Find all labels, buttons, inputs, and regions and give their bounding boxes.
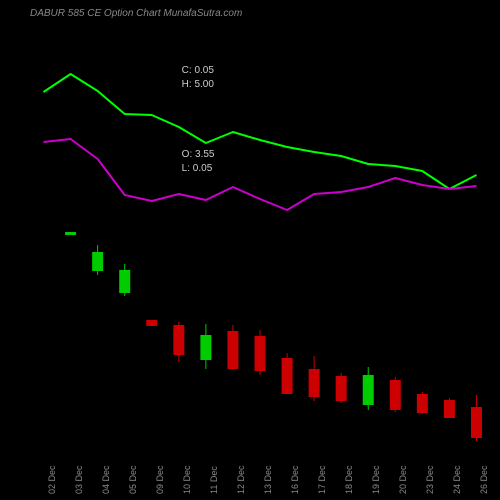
x-tick-label: 20 Dec [398, 465, 408, 494]
x-tick-label: 09 Dec [155, 465, 165, 494]
x-tick-label: 12 Dec [236, 465, 246, 494]
x-tick-label: 04 Dec [101, 465, 111, 494]
x-tick-label: 26 Dec [479, 465, 489, 494]
chart-title: DABUR 585 CE Option Chart MunafaSutra.co… [30, 8, 242, 19]
x-tick-label: 02 Dec [47, 465, 57, 494]
x-tick-label: 19 Dec [371, 465, 381, 494]
ohlc-o-value: 3.55 [195, 149, 214, 160]
x-tick-label: 05 Dec [128, 465, 138, 494]
x-tick-label: 17 Dec [317, 465, 327, 494]
ohlc-readout: C: 0.05 H: 5.00 O: 3.55 L: 0.05 [165, 22, 287, 218]
ohlc-o-label: O: [182, 149, 195, 160]
ohlc-h-label: H: [182, 79, 195, 90]
ohlc-h-value: 5.00 [194, 79, 213, 90]
x-tick-label: 24 Dec [452, 465, 462, 494]
ohlc-l-label: L: [182, 163, 193, 174]
x-tick-label: 03 Dec [74, 465, 84, 494]
x-tick-label: 13 Dec [263, 465, 273, 494]
x-tick-label: 10 Dec [182, 465, 192, 494]
x-tick-label: 23 Dec [425, 465, 435, 494]
ohlc-c-label: C: [182, 65, 195, 76]
x-tick-label: 16 Dec [290, 465, 300, 494]
x-tick-label: 18 Dec [344, 465, 354, 494]
chart-root: DABUR 585 CE Option Chart MunafaSutra.co… [0, 0, 500, 500]
ohlc-l-value: 0.05 [193, 163, 212, 174]
ohlc-c-value: 0.05 [194, 65, 213, 76]
x-tick-label: 11 Dec [209, 466, 219, 494]
